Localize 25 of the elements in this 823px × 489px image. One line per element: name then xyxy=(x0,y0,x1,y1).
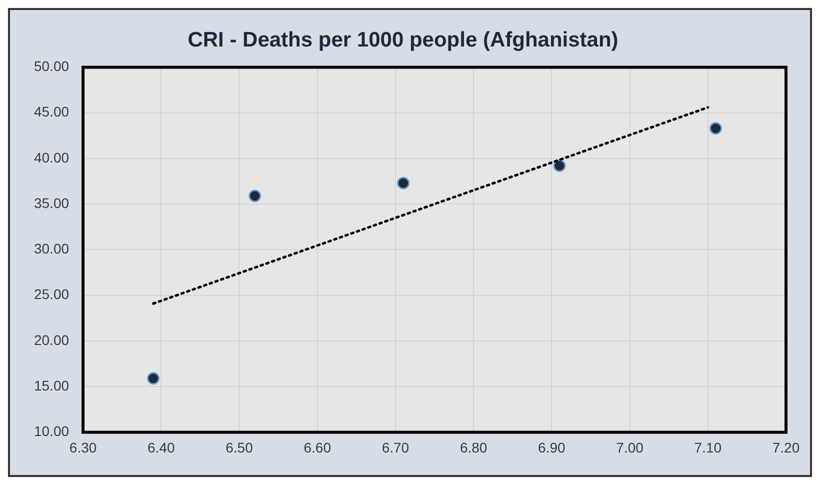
point xyxy=(147,372,160,385)
x-tick-label: 6.80 xyxy=(460,439,488,456)
y-tick-label: 20.00 xyxy=(34,332,70,348)
x-tick-label: 7.20 xyxy=(772,439,800,456)
y-tick-label: 15.00 xyxy=(34,377,70,394)
y-tick-label: 45.00 xyxy=(34,104,70,120)
point xyxy=(709,122,722,135)
y-tick-label: 30.00 xyxy=(34,240,70,257)
x-tick-label: 6.30 xyxy=(69,439,97,456)
x-tick-label: 6.70 xyxy=(382,439,410,456)
x-tick-label: 7.00 xyxy=(616,439,644,456)
point xyxy=(248,190,262,202)
chart-title: CRI - Deaths per 1000 people (Afghanistan) xyxy=(188,28,618,52)
y-tick-label: 35.00 xyxy=(34,194,70,211)
y-tick-label: 40.00 xyxy=(34,149,70,166)
point xyxy=(397,176,410,190)
point xyxy=(553,160,566,172)
x-tick-label: 6.50 xyxy=(226,439,254,456)
y-tick-label: 10.00 xyxy=(34,423,70,440)
y-tick-label: 25.00 xyxy=(34,286,70,302)
x-tick-label: 6.40 xyxy=(148,439,175,456)
x-tick-label: 6.90 xyxy=(538,439,566,456)
y-tick-label: 50.00 xyxy=(34,58,70,74)
x-tick-label: 7.10 xyxy=(694,439,722,456)
x-tick-label: 6.60 xyxy=(304,439,332,456)
